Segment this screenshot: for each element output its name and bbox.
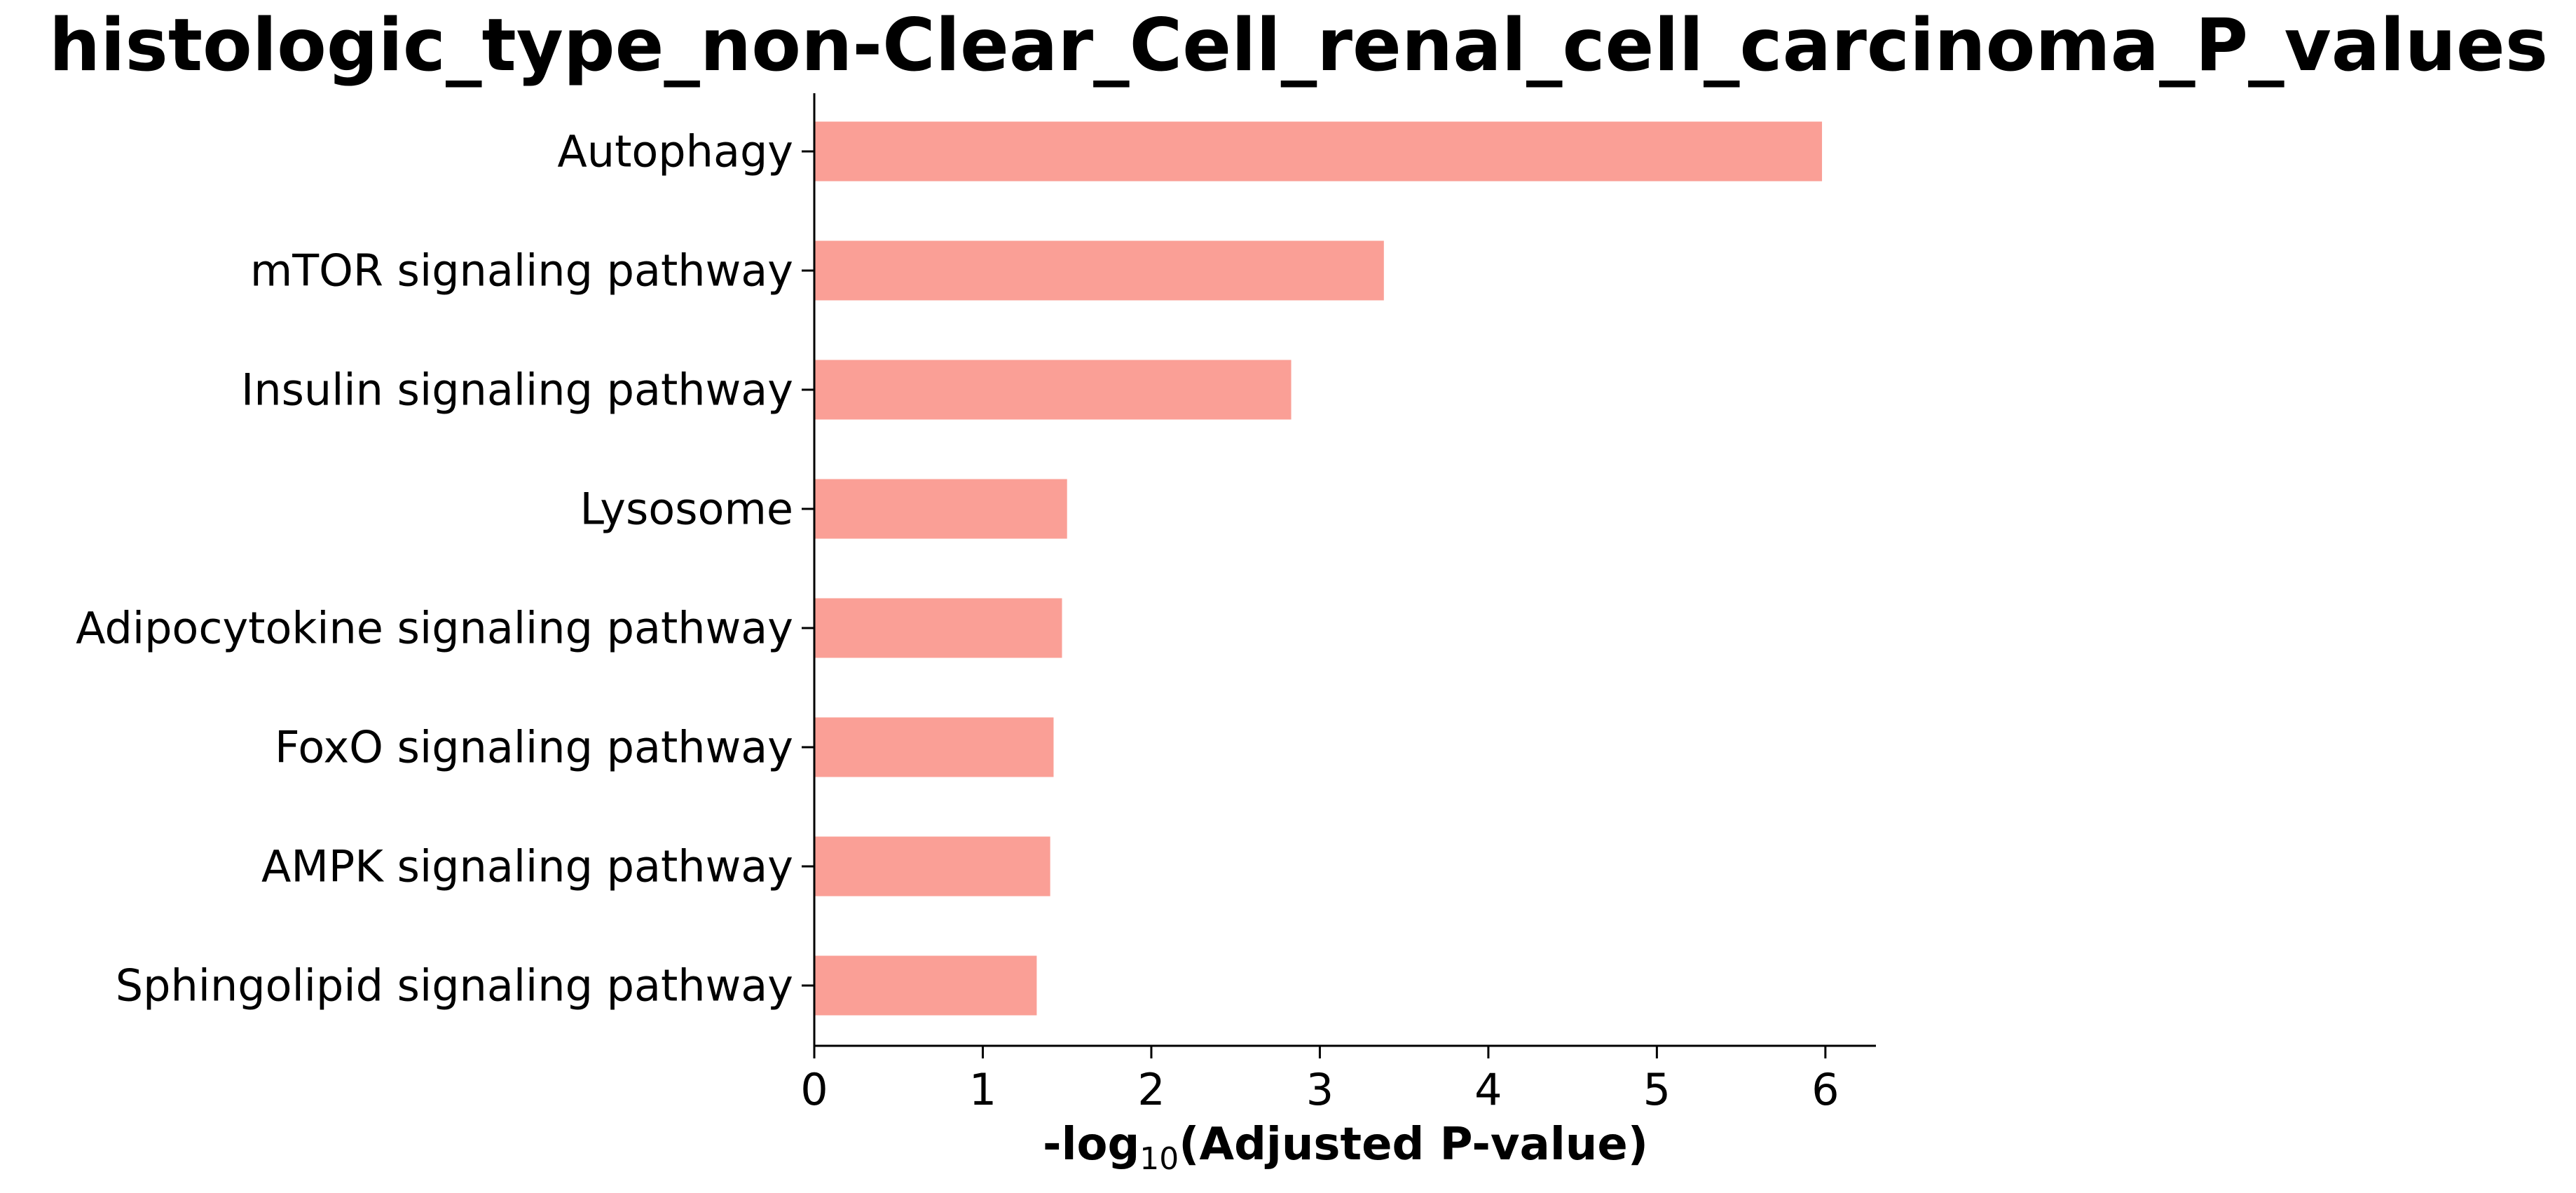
y-axis: Autophagy mTOR signaling pathway Insulin s… [76, 93, 816, 1046]
bar-4 [814, 598, 1062, 658]
bar-7 [814, 955, 1037, 1016]
x-axis-label-prefix: -log [1043, 1119, 1139, 1171]
x-tick-label: 0 [800, 1064, 828, 1115]
y-tick-label: FoxO signaling pathway [275, 722, 793, 773]
y-tick-label: mTOR signaling pathway [250, 245, 793, 296]
bars-layer [814, 121, 1823, 1016]
y-tick-label: AMPK signaling pathway [261, 841, 793, 892]
y-tick-label: Adipocytokine signaling pathway [76, 603, 793, 654]
x-axis-label-subscript: 10 [1139, 1141, 1179, 1177]
bar-3 [814, 479, 1067, 539]
bar-6 [814, 836, 1050, 897]
y-tick-label: Insulin signaling pathway [241, 364, 793, 416]
x-tick-label: 4 [1474, 1064, 1502, 1115]
x-tick-label: 3 [1306, 1064, 1334, 1115]
x-tick-label: 1 [969, 1064, 996, 1115]
x-axis: 0 1 2 3 4 5 6 [800, 1044, 1876, 1115]
bar-2 [814, 360, 1292, 420]
chart-title: histologic_type_non-Clear_Cell_renal_cel… [49, 4, 2548, 88]
y-tick-label: Lysosome [580, 484, 793, 535]
y-tick-label: Autophagy [557, 126, 793, 177]
bar-5 [814, 717, 1054, 777]
bar-0 [814, 121, 1823, 182]
x-axis-label: -log10(Adjusted P-value) [1043, 1119, 1648, 1177]
x-tick-label: 6 [1811, 1064, 1839, 1115]
x-axis-label-suffix: (Adjusted P-value) [1179, 1119, 1648, 1171]
x-tick-label: 2 [1137, 1064, 1165, 1115]
bar-1 [814, 240, 1384, 301]
x-tick-label: 5 [1643, 1064, 1671, 1115]
y-tick-label: Sphingolipid signaling pathway [116, 960, 793, 1011]
